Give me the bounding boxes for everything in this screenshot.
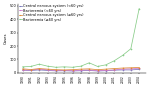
Central nervous system (<60 yrs) xyxy=(80,70,82,71)
Line: Central nervous system (≥60 yrs): Central nervous system (≥60 yrs) xyxy=(22,67,140,71)
Bacteremia (<60 yrs) xyxy=(80,70,82,71)
Bacteremia (<60 yrs) xyxy=(30,70,32,71)
Central nervous system (<60 yrs) xyxy=(88,70,90,71)
Line: Bacteremia (<60 yrs): Bacteremia (<60 yrs) xyxy=(22,68,140,71)
Bacteremia (≥60 yrs) xyxy=(55,67,57,68)
Bacteremia (<60 yrs) xyxy=(55,70,57,71)
Central nervous system (≥60 yrs) xyxy=(47,69,48,70)
Bacteremia (≥60 yrs) xyxy=(105,64,107,65)
Central nervous system (<60 yrs) xyxy=(55,70,57,71)
Central nervous system (<60 yrs) xyxy=(130,69,132,70)
Central nervous system (≥60 yrs) xyxy=(80,69,82,70)
Legend: Central nervous system (<60 yrs), Bacteremia (<60 yrs), Central nervous system (: Central nervous system (<60 yrs), Bacter… xyxy=(19,4,84,22)
Bacteremia (≥60 yrs) xyxy=(38,64,40,65)
Central nervous system (≥60 yrs) xyxy=(30,69,32,70)
Central nervous system (≥60 yrs) xyxy=(38,68,40,69)
Central nervous system (≥60 yrs) xyxy=(88,68,90,69)
Bacteremia (≥60 yrs) xyxy=(72,67,74,68)
Central nervous system (<60 yrs) xyxy=(105,70,107,71)
Bacteremia (≥60 yrs) xyxy=(113,60,115,61)
Bacteremia (≥60 yrs) xyxy=(22,66,23,67)
Central nervous system (<60 yrs) xyxy=(138,69,140,70)
Central nervous system (<60 yrs) xyxy=(22,70,23,71)
Central nervous system (<60 yrs) xyxy=(122,69,123,70)
Bacteremia (≥60 yrs) xyxy=(130,48,132,49)
Central nervous system (≥60 yrs) xyxy=(55,69,57,70)
Bacteremia (<60 yrs) xyxy=(105,70,107,71)
Bacteremia (<60 yrs) xyxy=(113,69,115,70)
Central nervous system (<60 yrs) xyxy=(47,70,48,71)
Bacteremia (≥60 yrs) xyxy=(63,66,65,67)
Central nervous system (≥60 yrs) xyxy=(122,68,123,69)
Bacteremia (<60 yrs) xyxy=(130,68,132,69)
Central nervous system (≥60 yrs) xyxy=(97,69,98,70)
Y-axis label: Cases: Cases xyxy=(4,33,8,44)
Central nervous system (<60 yrs) xyxy=(113,70,115,71)
Central nervous system (<60 yrs) xyxy=(97,70,98,72)
Bacteremia (≥60 yrs) xyxy=(138,8,140,9)
Bacteremia (<60 yrs) xyxy=(122,69,123,70)
Bacteremia (<60 yrs) xyxy=(97,70,98,71)
Bacteremia (≥60 yrs) xyxy=(88,62,90,63)
Central nervous system (<60 yrs) xyxy=(38,69,40,70)
Bacteremia (≥60 yrs) xyxy=(30,66,32,67)
Bacteremia (<60 yrs) xyxy=(72,70,74,71)
Central nervous system (<60 yrs) xyxy=(63,70,65,71)
Bacteremia (<60 yrs) xyxy=(138,68,140,69)
Central nervous system (<60 yrs) xyxy=(30,70,32,71)
Line: Central nervous system (<60 yrs): Central nervous system (<60 yrs) xyxy=(22,69,140,72)
Bacteremia (≥60 yrs) xyxy=(80,66,82,67)
Bacteremia (<60 yrs) xyxy=(38,69,40,70)
Bacteremia (≥60 yrs) xyxy=(97,66,98,67)
Central nervous system (≥60 yrs) xyxy=(130,67,132,68)
Central nervous system (≥60 yrs) xyxy=(113,68,115,69)
Bacteremia (<60 yrs) xyxy=(63,70,65,71)
Central nervous system (≥60 yrs) xyxy=(105,69,107,70)
Bacteremia (≥60 yrs) xyxy=(47,66,48,67)
Central nervous system (≥60 yrs) xyxy=(72,69,74,70)
Central nervous system (<60 yrs) xyxy=(72,70,74,72)
Bacteremia (<60 yrs) xyxy=(88,69,90,70)
Central nervous system (≥60 yrs) xyxy=(138,67,140,68)
Central nervous system (≥60 yrs) xyxy=(22,68,23,69)
Bacteremia (<60 yrs) xyxy=(22,69,23,70)
Central nervous system (≥60 yrs) xyxy=(63,69,65,70)
Bacteremia (≥60 yrs) xyxy=(122,55,123,56)
Bacteremia (<60 yrs) xyxy=(47,69,48,70)
Line: Bacteremia (≥60 yrs): Bacteremia (≥60 yrs) xyxy=(22,8,140,68)
